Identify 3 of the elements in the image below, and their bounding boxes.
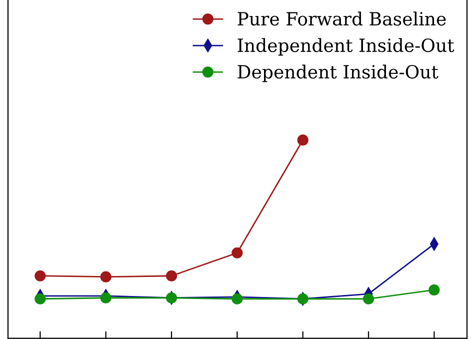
- legend-label: Independent Inside-Out: [238, 38, 454, 56]
- legend-label: Pure Forward Baseline: [238, 12, 446, 26]
- legend-label: Dependent Inside-Out: [238, 64, 438, 82]
